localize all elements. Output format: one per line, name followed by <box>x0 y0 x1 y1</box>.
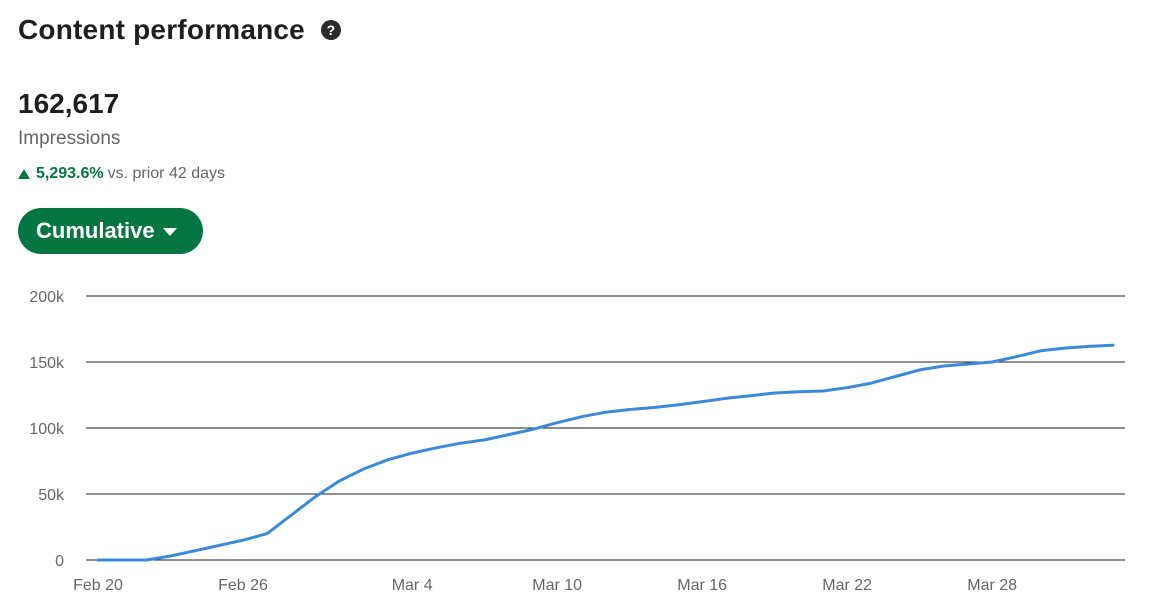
impressions-line-chart: 0 50k 100k 150k 200k Feb 20 Feb 26 Mar 4 Mar 10… <box>29 289 1125 594</box>
triangle-up-icon <box>18 169 30 179</box>
impressions-value: 162,617 <box>18 88 120 119</box>
series-layer <box>94 341 1117 564</box>
data-point[interactable] <box>1061 344 1069 352</box>
delta-value: 5,293.6% <box>36 165 104 182</box>
data-point[interactable] <box>1037 347 1045 355</box>
data-point[interactable] <box>384 456 392 464</box>
y-tick-label: 50k <box>38 487 65 504</box>
page-title: Content performance <box>18 14 305 45</box>
data-point[interactable] <box>602 408 610 416</box>
x-tick-label: Feb 26 <box>218 577 268 594</box>
data-point[interactable] <box>191 547 199 555</box>
y-tick-label: 0 <box>55 553 64 570</box>
data-point[interactable] <box>167 552 175 560</box>
data-point[interactable] <box>553 419 561 427</box>
caret-down-icon <box>162 228 177 236</box>
x-tick-label: Mar 28 <box>967 577 1017 594</box>
data-point[interactable] <box>94 556 102 564</box>
grid-lines <box>86 295 1125 561</box>
data-point[interactable] <box>1085 342 1093 350</box>
data-point[interactable] <box>1012 353 1020 361</box>
x-tick-label: Feb 20 <box>73 577 123 594</box>
delta-comparison-text: vs. prior 42 days <box>107 165 225 182</box>
x-tick-label: Mar 22 <box>822 577 872 594</box>
cumulative-dropdown-button[interactable]: Cumulative <box>18 208 203 254</box>
data-point[interactable] <box>988 358 996 366</box>
question-circle-icon[interactable]: ? <box>320 20 341 40</box>
data-point[interactable] <box>577 413 585 421</box>
data-point[interactable] <box>747 392 755 400</box>
x-tick-label: Mar 4 <box>392 577 433 594</box>
data-point[interactable] <box>698 398 706 406</box>
data-point[interactable] <box>529 425 537 433</box>
header: Content performance ? <box>18 14 341 46</box>
data-point[interactable] <box>118 556 126 564</box>
data-point[interactable] <box>360 465 368 473</box>
data-point[interactable] <box>626 406 634 414</box>
data-point[interactable] <box>819 387 827 395</box>
data-point[interactable] <box>674 401 682 409</box>
y-tick-label: 200k <box>29 289 65 306</box>
delta-indicator: 5,293.6% vs. prior 42 days <box>18 165 225 183</box>
data-point[interactable] <box>263 530 271 538</box>
x-axis-ticks: Feb 20 Feb 26 Mar 4 Mar 10 Mar 16 Mar 22 Mar 2… <box>73 577 1017 594</box>
data-point[interactable] <box>964 360 972 368</box>
data-point[interactable] <box>1109 341 1117 349</box>
impressions-label: Impressions <box>18 128 121 149</box>
data-point[interactable] <box>892 373 900 381</box>
data-point[interactable] <box>867 379 875 387</box>
y-axis-ticks: 0 50k 100k 150k 200k <box>29 289 65 570</box>
data-point[interactable] <box>795 388 803 396</box>
impressions-series-line <box>96 343 1115 562</box>
data-point[interactable] <box>771 389 779 397</box>
data-point[interactable] <box>239 536 247 544</box>
data-point[interactable] <box>432 444 440 452</box>
data-point[interactable] <box>287 511 295 519</box>
data-point[interactable] <box>481 436 489 444</box>
data-point[interactable] <box>336 477 344 485</box>
y-tick-label: 100k <box>29 421 65 438</box>
data-point[interactable] <box>505 431 513 439</box>
data-point[interactable] <box>722 394 730 402</box>
data-point[interactable] <box>408 449 416 457</box>
y-tick-label: 150k <box>29 355 65 372</box>
data-point[interactable] <box>843 384 851 392</box>
data-point[interactable] <box>312 493 320 501</box>
x-tick-label: Mar 16 <box>677 577 727 594</box>
cumulative-dropdown-label: Cumulative <box>36 218 155 243</box>
data-point[interactable] <box>457 439 465 447</box>
data-point[interactable] <box>215 541 223 549</box>
data-point[interactable] <box>650 404 658 412</box>
data-point[interactable] <box>916 366 924 374</box>
data-point[interactable] <box>142 556 150 564</box>
data-point[interactable] <box>940 362 948 370</box>
x-tick-label: Mar 10 <box>532 577 582 594</box>
